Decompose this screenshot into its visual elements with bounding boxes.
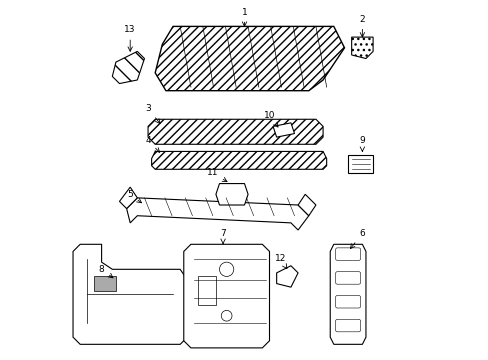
Polygon shape — [276, 266, 298, 287]
Text: 10: 10 — [263, 111, 277, 127]
FancyBboxPatch shape — [198, 276, 216, 305]
Text: 2: 2 — [359, 15, 365, 37]
Polygon shape — [112, 51, 144, 84]
Text: 1: 1 — [241, 8, 247, 26]
Text: 5: 5 — [127, 190, 141, 203]
Polygon shape — [216, 184, 247, 205]
Polygon shape — [148, 119, 323, 144]
Circle shape — [219, 262, 233, 276]
FancyBboxPatch shape — [335, 272, 360, 284]
Polygon shape — [151, 152, 326, 169]
Text: 8: 8 — [99, 265, 113, 278]
Text: 4: 4 — [145, 136, 160, 152]
FancyBboxPatch shape — [94, 276, 116, 291]
Polygon shape — [329, 244, 365, 344]
FancyBboxPatch shape — [335, 248, 360, 260]
Circle shape — [221, 310, 231, 321]
Text: 3: 3 — [145, 104, 160, 123]
Polygon shape — [73, 244, 187, 344]
Text: 12: 12 — [274, 254, 286, 269]
Polygon shape — [351, 37, 372, 59]
Polygon shape — [119, 187, 137, 208]
FancyBboxPatch shape — [335, 296, 360, 308]
Text: 9: 9 — [359, 136, 365, 151]
Polygon shape — [298, 194, 315, 216]
Text: 13: 13 — [124, 26, 136, 51]
Text: 6: 6 — [350, 229, 365, 248]
Polygon shape — [126, 198, 308, 230]
Text: 7: 7 — [220, 229, 225, 244]
Polygon shape — [183, 244, 269, 348]
Polygon shape — [272, 123, 294, 137]
Text: 11: 11 — [206, 168, 226, 182]
Polygon shape — [347, 155, 372, 173]
Polygon shape — [155, 26, 344, 91]
FancyBboxPatch shape — [335, 319, 360, 332]
